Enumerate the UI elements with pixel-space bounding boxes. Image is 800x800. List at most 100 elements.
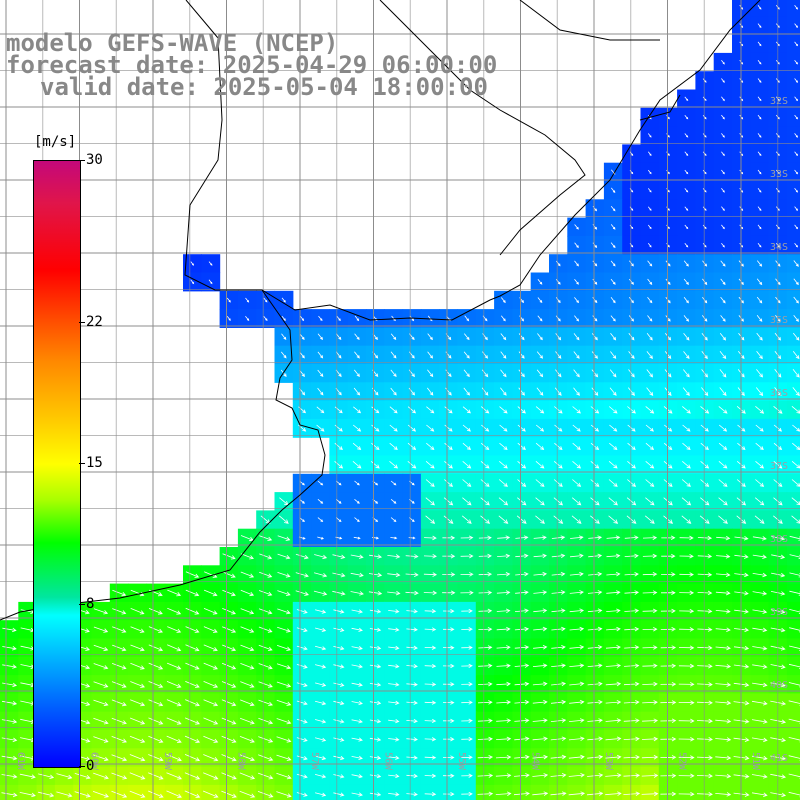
wind-arrow	[426, 424, 435, 432]
wind-arrow	[184, 790, 201, 798]
wind-arrow	[281, 315, 286, 321]
wind-cell	[786, 400, 800, 420]
wind-arrow	[240, 681, 255, 688]
wind-arrow	[184, 717, 200, 725]
wind-arrow	[591, 351, 598, 359]
wind-arrow	[551, 663, 566, 668]
wind-arrow	[240, 699, 255, 707]
wind-cell	[786, 144, 800, 164]
wind-arrow	[240, 608, 255, 615]
wind-arrow	[752, 536, 767, 541]
wind-arrow	[166, 717, 182, 725]
wind-arrow	[569, 681, 585, 687]
wind-arrow	[496, 718, 512, 723]
wind-arrow	[627, 424, 636, 432]
wind-arrow	[500, 387, 507, 396]
wind-arrow	[184, 754, 201, 762]
wind-arrow	[442, 645, 455, 650]
wind-arrow	[608, 406, 618, 414]
wind-arrow	[574, 224, 579, 230]
wind-arrow	[460, 535, 474, 541]
wind-arrow	[721, 188, 725, 193]
wind-arrow	[462, 460, 472, 469]
wind-cell	[786, 510, 800, 530]
wind-arrow	[407, 460, 417, 469]
wind-arrow	[350, 572, 364, 578]
wind-arrow	[369, 719, 382, 724]
wind-arrow	[443, 515, 454, 524]
wind-arrow	[442, 682, 455, 687]
wind-arrow	[573, 351, 580, 359]
wind-arrow	[296, 700, 308, 706]
wind-arrow	[314, 664, 327, 669]
wind-arrow	[517, 442, 526, 451]
wind-arrow	[260, 515, 271, 524]
wind-arrow	[606, 535, 621, 540]
wind-arrow	[239, 736, 255, 743]
wind-arrow	[645, 424, 654, 432]
wind-arrow	[647, 297, 653, 304]
wind-arrow	[299, 315, 305, 322]
wind-arrow	[533, 553, 547, 559]
wind-arrow	[351, 627, 363, 632]
wind-arrow	[442, 553, 456, 559]
wind-arrow	[752, 682, 768, 688]
wind-arrow	[74, 773, 91, 780]
wind-arrow	[572, 406, 581, 414]
wind-arrow	[258, 754, 274, 761]
wind-arrow	[757, 188, 762, 193]
longitude-labels: 61W 60W 59W 58W 57W 56W 55W 54W 53W 52W 51W	[15, 752, 761, 771]
wind-arrow	[496, 645, 511, 650]
wind-arrow	[148, 772, 164, 780]
wind-arrow	[424, 609, 437, 614]
wind-arrow	[460, 553, 474, 559]
wind-arrow	[296, 682, 308, 687]
wind-arrow	[610, 333, 617, 341]
wind-arrow	[258, 608, 273, 615]
wind-cell	[366, 784, 385, 800]
wind-arrow	[276, 772, 292, 780]
wind-arrow	[258, 626, 273, 633]
wind-arrow	[647, 151, 652, 156]
wind-arrow	[167, 644, 182, 652]
wind-arrow	[129, 790, 146, 798]
longitude-label: 53W	[603, 752, 614, 771]
wind-arrow	[427, 333, 433, 341]
wind-arrow	[464, 315, 470, 322]
wind-arrow	[569, 571, 584, 577]
wind-arrow	[257, 791, 274, 798]
wind-arrow	[715, 755, 732, 761]
wind-arrow	[641, 791, 659, 797]
wind-arrow	[592, 315, 598, 322]
wind-cell	[439, 784, 459, 800]
wind-arrow	[756, 278, 763, 286]
wind-cell	[786, 34, 800, 54]
wind-arrow	[590, 424, 600, 432]
wind-arrow	[166, 662, 182, 670]
wind-arrow	[757, 23, 762, 28]
wind-arrow	[719, 387, 727, 397]
wind-cell	[219, 784, 239, 800]
wind-arrow	[514, 773, 530, 778]
wind-arrow	[719, 351, 727, 360]
wind-arrow	[203, 608, 218, 615]
wind-arrow	[535, 442, 545, 451]
wind-arrow	[148, 644, 164, 652]
wind-arrow	[752, 572, 768, 578]
longitude-label: 52W	[677, 752, 688, 771]
wind-arrow	[317, 351, 324, 359]
wind-cell	[786, 162, 800, 182]
wind-arrow	[683, 315, 690, 322]
wind-arrow	[555, 351, 562, 359]
wind-arrow	[111, 790, 128, 798]
colorbar-tick	[79, 160, 85, 161]
wind-cell	[0, 784, 19, 800]
wind-arrow	[535, 424, 545, 432]
wind-arrow	[203, 772, 219, 780]
wind-arrow	[608, 515, 619, 524]
wind-arrow	[390, 536, 398, 540]
wind-arrow	[56, 791, 73, 798]
wind-cell	[128, 784, 147, 800]
wind-arrow	[334, 406, 343, 414]
